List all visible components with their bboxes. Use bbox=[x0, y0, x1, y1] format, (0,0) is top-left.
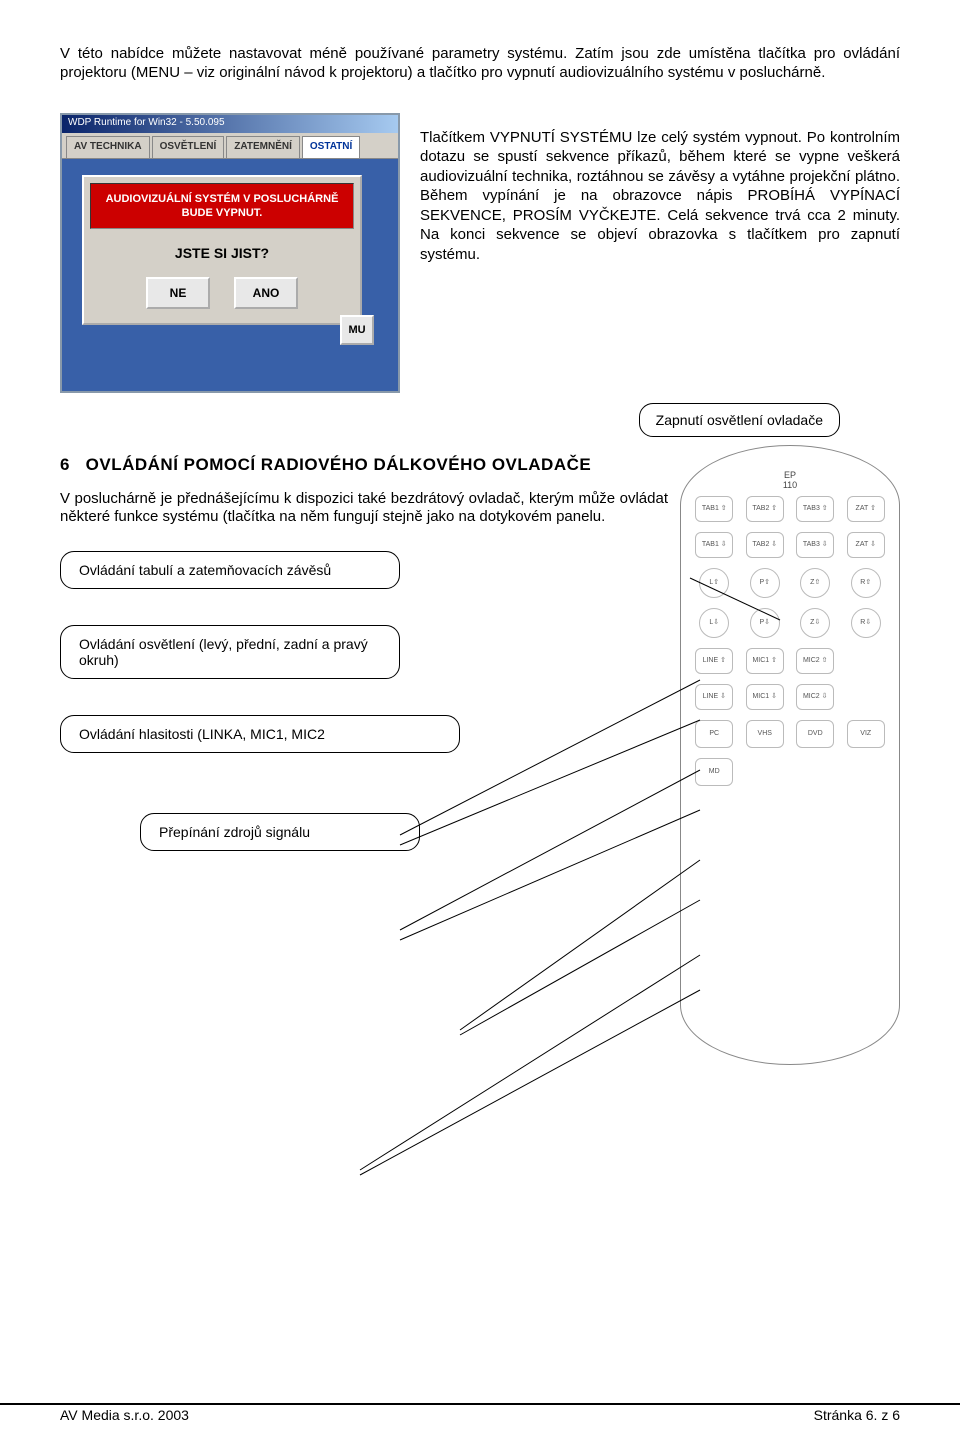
btn-mic1-dn[interactable]: MIC1 ⇩ bbox=[746, 684, 784, 710]
btn-mic2-dn[interactable]: MIC2 ⇩ bbox=[796, 684, 834, 710]
left-column: 6 OVLÁDÁNÍ POMOCÍ RADIOVÉHO DÁLKOVÉHO OV… bbox=[60, 445, 668, 1065]
remote-intro-paragraph: V posluchárně je přednášejícímu k dispoz… bbox=[60, 490, 668, 528]
remote-row4: L⇩ P⇩ Z⇩ R⇩ bbox=[693, 608, 887, 638]
btn-mic1-up[interactable]: MIC1 ⇧ bbox=[746, 648, 784, 674]
window-titlebar: WDP Runtime for Win32 - 5.50.095 bbox=[62, 115, 398, 133]
row-screenshot-text: WDP Runtime for Win32 - 5.50.095 AV TECH… bbox=[60, 113, 900, 393]
callout-boards: Ovládání tabulí a zatemňovacích závěsů bbox=[60, 551, 400, 589]
confirm-dialog: AUDIOVIZUÁLNÍ SYSTÉM V POSLUCHÁRNĚ BUDE … bbox=[82, 175, 362, 326]
btn-pc[interactable]: PC bbox=[695, 720, 733, 748]
tab-osvetleni[interactable]: OSVĚTLENÍ bbox=[152, 136, 225, 158]
callout-sources: Přepínání zdrojů signálu bbox=[140, 813, 420, 851]
callout-lighting: Ovládání osvětlení (levý, přední, zadní … bbox=[60, 625, 400, 679]
btn-p-dn[interactable]: P⇩ bbox=[750, 608, 780, 638]
remote-control: EP 110 TAB1 ⇧ TAB2 ⇧ TAB3 ⇧ ZAT ⇧ TAB1 ⇩… bbox=[680, 445, 900, 1065]
yes-button[interactable]: ANO bbox=[234, 277, 298, 309]
remote-row2: TAB1 ⇩ TAB2 ⇩ TAB3 ⇩ ZAT ⇩ bbox=[693, 532, 887, 558]
callout-volume: Ovládání hlasitosti (LINKA, MIC1, MIC2 bbox=[60, 715, 460, 753]
remote-row3: L⇧ P⇧ Z⇧ R⇧ bbox=[693, 568, 887, 598]
system-off-paragraph: Tlačítkem VYPNUTÍ SYSTÉMU lze celý systé… bbox=[420, 128, 900, 378]
footer-right: Stránka 6. z 6 bbox=[814, 1407, 900, 1423]
btn-md[interactable]: MD bbox=[695, 758, 733, 786]
btn-tab1-up[interactable]: TAB1 ⇧ bbox=[695, 496, 733, 522]
btn-dvd[interactable]: DVD bbox=[796, 720, 834, 748]
dialog-area: AUDIOVIZUÁLNÍ SYSTÉM V POSLUCHÁRNĚ BUDE … bbox=[72, 175, 388, 375]
tab-av-technika[interactable]: AV TECHNIKA bbox=[66, 136, 150, 158]
btn-z-up[interactable]: Z⇧ bbox=[800, 568, 830, 598]
btn-tab3-up[interactable]: TAB3 ⇧ bbox=[796, 496, 834, 522]
btn-viz[interactable]: VIZ bbox=[847, 720, 885, 748]
heading-num: 6 bbox=[60, 455, 70, 474]
btn-tab1-dn[interactable]: TAB1 ⇩ bbox=[695, 532, 733, 558]
remote-model: EP 110 bbox=[693, 470, 887, 490]
btn-r-up[interactable]: R⇧ bbox=[851, 568, 881, 598]
btn-mic2-up[interactable]: MIC2 ⇧ bbox=[796, 648, 834, 674]
heading-text: OVLÁDÁNÍ POMOCÍ RADIOVÉHO DÁLKOVÉHO OVLA… bbox=[86, 455, 592, 474]
dialog-buttons: NE ANO bbox=[90, 277, 354, 317]
btn-zat-up[interactable]: ZAT ⇧ bbox=[847, 496, 885, 522]
page-footer: AV Media s.r.o. 2003 Stránka 6. z 6 bbox=[0, 1403, 960, 1423]
btn-z-dn[interactable]: Z⇩ bbox=[800, 608, 830, 638]
btn-tab2-up[interactable]: TAB2 ⇧ bbox=[746, 496, 784, 522]
tab-ostatni[interactable]: OSTATNÍ bbox=[302, 136, 360, 158]
page: V této nabídce můžete nastavovat méně po… bbox=[0, 0, 960, 1431]
btn-l-dn[interactable]: L⇩ bbox=[699, 608, 729, 638]
mu-button[interactable]: MU bbox=[340, 315, 374, 345]
footer-left: AV Media s.r.o. 2003 bbox=[60, 1407, 189, 1423]
btn-r-dn[interactable]: R⇩ bbox=[851, 608, 881, 638]
tab-bar: AV TECHNIKA OSVĚTLENÍ ZATEMNĚNÍ OSTATNÍ bbox=[62, 133, 398, 159]
tab-zatemneni[interactable]: ZATEMNĚNÍ bbox=[226, 136, 300, 158]
intro-paragraph: V této nabídce můžete nastavovat méně po… bbox=[60, 45, 900, 83]
remote-row8: MD bbox=[693, 758, 887, 786]
dialog-warning: AUDIOVIZUÁLNÍ SYSTÉM V POSLUCHÁRNĚ BUDE … bbox=[90, 183, 354, 230]
btn-l-up[interactable]: L⇧ bbox=[699, 568, 729, 598]
btn-vhs[interactable]: VHS bbox=[746, 720, 784, 748]
remote-row1: TAB1 ⇧ TAB2 ⇧ TAB3 ⇧ ZAT ⇧ bbox=[693, 496, 887, 522]
btn-tab3-dn[interactable]: TAB3 ⇩ bbox=[796, 532, 834, 558]
callout-backlight-row: Zapnutí osvětlení ovladače bbox=[60, 403, 900, 437]
btn-zat-dn[interactable]: ZAT ⇩ bbox=[847, 532, 885, 558]
remote-row5: LINE ⇧ MIC1 ⇧ MIC2 ⇧ bbox=[693, 648, 887, 674]
dialog-screenshot: WDP Runtime for Win32 - 5.50.095 AV TECH… bbox=[60, 113, 400, 393]
btn-line-up[interactable]: LINE ⇧ bbox=[695, 648, 733, 674]
callout-backlight: Zapnutí osvětlení ovladače bbox=[639, 403, 840, 437]
no-button[interactable]: NE bbox=[146, 277, 210, 309]
btn-p-up[interactable]: P⇧ bbox=[750, 568, 780, 598]
btn-line-dn[interactable]: LINE ⇩ bbox=[695, 684, 733, 710]
remote-row6: LINE ⇩ MIC1 ⇩ MIC2 ⇩ bbox=[693, 684, 887, 710]
btn-tab2-dn[interactable]: TAB2 ⇩ bbox=[746, 532, 784, 558]
remote-row7: PC VHS DVD VIZ bbox=[693, 720, 887, 748]
dialog-question: JSTE SI JIST? bbox=[90, 245, 354, 261]
heading-6: 6 OVLÁDÁNÍ POMOCÍ RADIOVÉHO DÁLKOVÉHO OV… bbox=[60, 455, 668, 475]
section-remote: 6 OVLÁDÁNÍ POMOCÍ RADIOVÉHO DÁLKOVÉHO OV… bbox=[60, 445, 900, 1065]
